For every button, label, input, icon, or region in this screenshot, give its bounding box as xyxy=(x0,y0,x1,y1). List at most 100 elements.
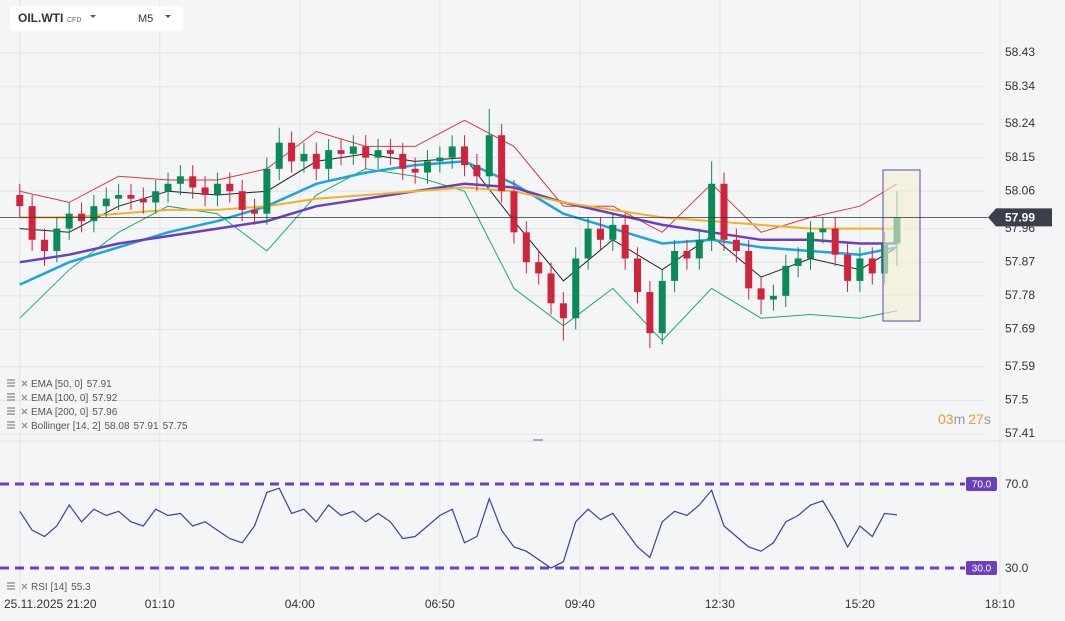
candle-body xyxy=(423,161,431,173)
candle-body xyxy=(115,194,123,199)
y-tick-label: 57.59 xyxy=(1005,359,1035,373)
legend-value: 58.08 xyxy=(105,421,130,432)
toolbar-box xyxy=(10,6,183,31)
legend-value: 57.91 xyxy=(134,421,159,432)
candle-body xyxy=(127,194,135,199)
candle-body xyxy=(485,135,493,177)
candle-body xyxy=(176,176,184,184)
candle-body xyxy=(695,239,703,259)
pane-handle[interactable] xyxy=(533,439,543,441)
legend-name: Bollinger [14, 2] xyxy=(31,421,101,432)
y-tick-label: 57.87 xyxy=(1005,254,1035,268)
candle-body xyxy=(189,176,197,188)
candle-body xyxy=(251,209,259,214)
legend-entry: EMA [50, 0] 57.91 xyxy=(31,379,112,390)
x-tick-label: 09:40 xyxy=(565,597,595,611)
legend-value: 57.75 xyxy=(163,421,188,432)
bollinger-line xyxy=(19,168,898,342)
legend-icon[interactable] xyxy=(7,379,28,387)
legend-value: 57.91 xyxy=(87,379,112,390)
candle-body xyxy=(362,146,370,158)
legend-name: EMA [50, 0] xyxy=(31,379,83,390)
candle-body xyxy=(65,213,73,229)
legend-entry: EMA [200, 0] 57.96 xyxy=(31,407,118,418)
candle-body xyxy=(769,295,777,300)
candle-body xyxy=(16,194,24,207)
ema-line xyxy=(19,186,897,230)
candle-body xyxy=(522,232,530,263)
legend-value: 57.96 xyxy=(92,407,117,418)
x-tick-label: 12:30 xyxy=(705,597,735,611)
candle-body xyxy=(819,228,827,233)
legend-icon[interactable] xyxy=(7,407,28,415)
y-tick-label: 57.78 xyxy=(1005,288,1035,302)
last-price-label: 57.99 xyxy=(1005,211,1035,225)
candle-body xyxy=(794,258,802,266)
legend-entry: RSI [14] 55.3 xyxy=(31,582,91,593)
dropdown-arrow[interactable] xyxy=(165,15,171,18)
candle-body xyxy=(411,168,419,173)
candle-body xyxy=(868,258,876,274)
candle-body xyxy=(547,273,555,304)
y-tick-label: 58.43 xyxy=(1005,45,1035,59)
countdown-unit: m xyxy=(954,411,966,427)
candle-body xyxy=(461,146,469,166)
legend-entry: Bollinger [14, 2] 58.08 57.91 57.75 xyxy=(31,421,188,432)
y-tick-label: 57.69 xyxy=(1005,322,1035,336)
candle-body xyxy=(300,153,308,162)
candle-body xyxy=(572,258,580,319)
y-tick-label: 58.15 xyxy=(1005,150,1035,164)
timeframe[interactable]: M5 xyxy=(138,13,153,25)
candle-body xyxy=(634,258,642,293)
candle-body xyxy=(263,168,271,214)
y-tick-label: 58.34 xyxy=(1005,79,1035,93)
candle-body xyxy=(349,146,357,154)
candle-body xyxy=(510,191,518,233)
candle-body xyxy=(288,142,296,162)
legend-name: EMA [200, 0] xyxy=(31,407,88,418)
candle-body xyxy=(53,228,61,252)
candle-body xyxy=(683,251,691,259)
legend-icon[interactable] xyxy=(7,582,28,590)
y-tick-label: 30.0 xyxy=(1005,561,1029,575)
candle-body xyxy=(386,150,394,154)
candle-body xyxy=(844,254,852,281)
candle-body xyxy=(399,153,407,169)
candle-body xyxy=(238,191,246,210)
candle-body xyxy=(275,142,283,169)
x-tick-label: 15:20 xyxy=(845,597,875,611)
candle-body xyxy=(720,183,728,240)
candle-body xyxy=(535,262,543,274)
candle-body xyxy=(152,191,160,203)
candle-body xyxy=(40,239,48,252)
legend-value: 55.3 xyxy=(71,582,91,593)
symbol[interactable]: OIL.WTI xyxy=(18,11,63,25)
x-tick-label: 04:00 xyxy=(285,597,315,611)
legend-icon[interactable] xyxy=(7,421,28,429)
candle-body xyxy=(646,292,654,334)
candle-body xyxy=(226,183,234,192)
last-price-tag xyxy=(988,208,1052,227)
y-tick-label: 58.06 xyxy=(1005,183,1035,197)
candle-body xyxy=(658,280,666,334)
countdown-minutes: 03 xyxy=(938,411,954,427)
legend-icon[interactable] xyxy=(7,393,28,401)
candle-body xyxy=(609,224,617,240)
x-tick-label: 06:50 xyxy=(425,597,455,611)
candle-body xyxy=(757,288,765,300)
legend-entry: EMA [100, 0] 57.92 xyxy=(31,393,118,404)
dropdown-arrow[interactable] xyxy=(90,15,96,18)
x-tick-label: 01:10 xyxy=(145,597,175,611)
candle-body xyxy=(164,183,172,192)
candle-body xyxy=(671,251,679,281)
rsi-line xyxy=(19,487,898,569)
candle-body xyxy=(473,165,481,177)
candle-body xyxy=(28,206,36,240)
candle-body xyxy=(448,146,456,158)
symbol-selector[interactable]: OIL.WTI CFD M5 xyxy=(10,6,183,31)
candle-body xyxy=(708,183,716,240)
candle-body xyxy=(621,224,629,259)
candle-body xyxy=(732,239,740,252)
